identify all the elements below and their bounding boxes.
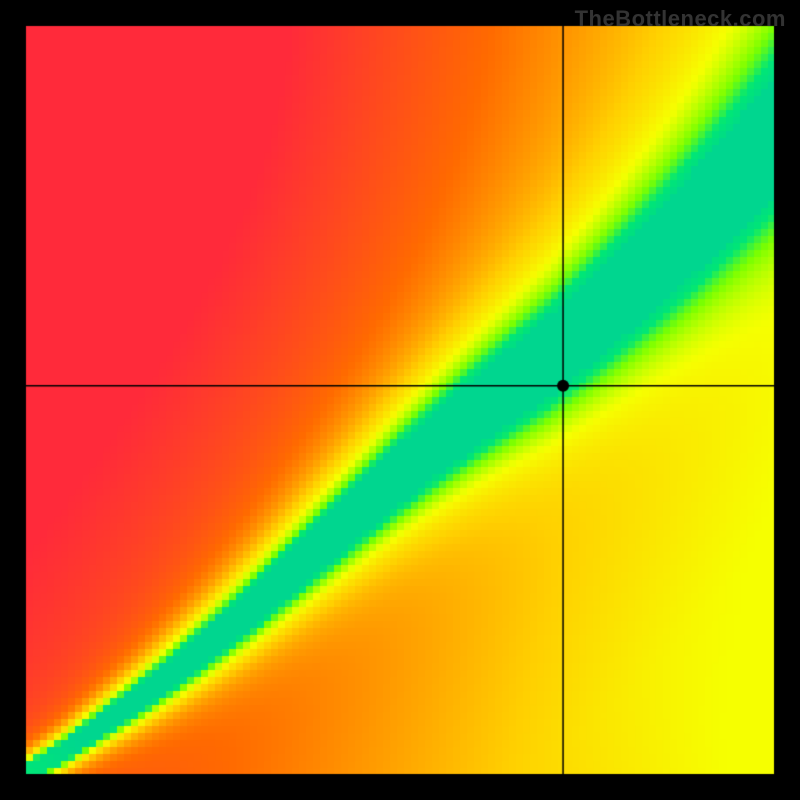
- heatmap-canvas: [0, 0, 800, 800]
- attribution-label: TheBottleneck.com: [575, 6, 786, 32]
- chart-container: TheBottleneck.com: [0, 0, 800, 800]
